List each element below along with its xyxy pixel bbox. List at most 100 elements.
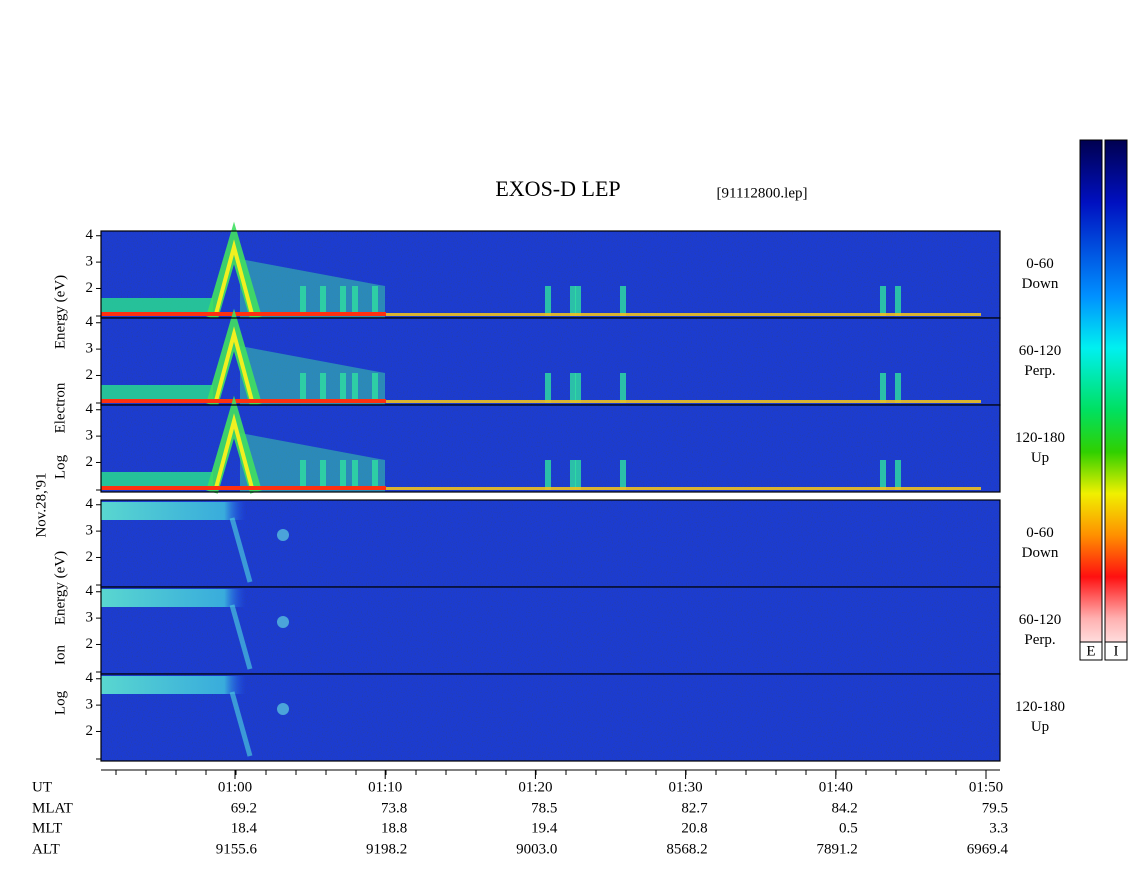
pitch-angle: 0-60 xyxy=(1026,256,1054,272)
ion-blob xyxy=(277,616,289,628)
y-tick-label: 4 xyxy=(86,227,94,243)
bottom-band-bright xyxy=(101,312,386,316)
low-energy-band xyxy=(101,298,213,312)
spike xyxy=(880,286,886,316)
spike xyxy=(545,460,551,490)
ut-label: 01:20 xyxy=(518,779,552,795)
panel-frame xyxy=(100,404,1001,493)
colorbars: E I xyxy=(1079,139,1128,661)
row-label: MLAT xyxy=(32,800,73,816)
ephemeris-value: 19.4 xyxy=(531,820,558,836)
spike xyxy=(620,460,626,490)
spike xyxy=(575,286,581,316)
row-label: ALT xyxy=(32,841,60,857)
ephemeris-value: 18.4 xyxy=(231,820,258,836)
ut-label: 01:30 xyxy=(669,779,703,795)
spike xyxy=(320,373,326,403)
spike xyxy=(620,373,626,403)
ephemeris-value: 7891.2 xyxy=(817,841,858,857)
spike xyxy=(880,460,886,490)
inverted-v-core xyxy=(214,326,254,402)
panel-noise xyxy=(101,500,1000,587)
diffuse-precipitation xyxy=(240,259,385,318)
axis-label: Ion xyxy=(52,645,68,665)
low-energy-band xyxy=(101,472,213,486)
spectrogram-panel xyxy=(100,499,1001,588)
ion-blob xyxy=(277,703,289,715)
spike xyxy=(320,286,326,316)
spectrogram-panel xyxy=(100,395,1001,494)
direction: Down xyxy=(1022,545,1059,561)
y-tick-label: 2 xyxy=(86,367,94,383)
y-tick-label: 3 xyxy=(86,341,94,357)
y-tick-label: 2 xyxy=(86,549,94,565)
bottom-band xyxy=(386,400,981,403)
bottom-band xyxy=(386,313,981,316)
ut-label: 01:00 xyxy=(218,779,252,795)
spike xyxy=(340,373,346,403)
ephemeris-value: 9155.6 xyxy=(216,841,258,857)
ephemeris-value: 20.8 xyxy=(681,820,707,836)
spike xyxy=(545,373,551,403)
ephemeris-value: 0.5 xyxy=(839,820,858,836)
ion-band xyxy=(101,589,246,607)
panel-frame xyxy=(100,673,1001,762)
axis-label: Log xyxy=(52,690,68,715)
spike xyxy=(300,373,306,403)
spike xyxy=(880,373,886,403)
spike xyxy=(570,460,576,490)
ut-label: 01:40 xyxy=(819,779,853,795)
ion-streak xyxy=(229,517,253,583)
y-tick-label: 4 xyxy=(86,583,94,599)
y-tick-label: 4 xyxy=(86,314,94,330)
y-tick-label: 4 xyxy=(86,496,94,512)
colorbar-label: E xyxy=(1086,643,1095,659)
y-tick-label: 3 xyxy=(86,254,94,270)
colorbar-label: I xyxy=(1114,643,1119,659)
bottom-band-bright xyxy=(101,399,386,403)
y-tick-label: 4 xyxy=(86,670,94,686)
direction: Up xyxy=(1031,450,1049,466)
ephemeris-value: 79.5 xyxy=(982,800,1008,816)
spike xyxy=(320,460,326,490)
axis-label: Electron xyxy=(52,382,68,433)
spike xyxy=(372,373,378,403)
direction: Perp. xyxy=(1024,363,1055,379)
file-name: [91112800.lep] xyxy=(717,185,808,201)
y-tick-label: 3 xyxy=(86,697,94,713)
ephemeris-value: 6969.4 xyxy=(967,841,1009,857)
diffuse-precipitation xyxy=(240,433,385,492)
bottom-band xyxy=(386,487,981,490)
y-tick-label: 4 xyxy=(86,401,94,417)
spike xyxy=(895,460,901,490)
y-tick-label: 2 xyxy=(86,636,94,652)
y-tick-label: 2 xyxy=(86,454,94,470)
low-energy-band xyxy=(101,385,213,399)
spike xyxy=(372,460,378,490)
direction: Up xyxy=(1031,719,1049,735)
spike xyxy=(372,286,378,316)
spike xyxy=(895,286,901,316)
colorbar-i xyxy=(1104,139,1128,661)
spike xyxy=(570,286,576,316)
ephemeris-value: 69.2 xyxy=(231,800,257,816)
row-label: UT xyxy=(32,779,52,795)
date: Nov.28,'91 xyxy=(33,472,49,537)
diffuse-precipitation xyxy=(240,346,385,405)
ephemeris-value: 78.5 xyxy=(531,800,557,816)
axis-label: Energy (eV) xyxy=(52,275,68,349)
pitch-angle: 60-120 xyxy=(1019,612,1062,628)
colorbar-box xyxy=(1104,641,1128,661)
spike xyxy=(300,286,306,316)
ephemeris-value: 82.7 xyxy=(681,800,708,816)
y-tick-label: 2 xyxy=(86,280,94,296)
ephemeris-value: 84.2 xyxy=(832,800,858,816)
spike xyxy=(340,460,346,490)
ut-label: 01:50 xyxy=(969,779,1003,795)
pitch-angle: 0-60 xyxy=(1026,525,1054,541)
ephemeris-value: 73.8 xyxy=(381,800,407,816)
spike xyxy=(352,286,358,316)
inverted-v-core xyxy=(214,413,254,489)
y-tick-label: 2 xyxy=(86,723,94,739)
